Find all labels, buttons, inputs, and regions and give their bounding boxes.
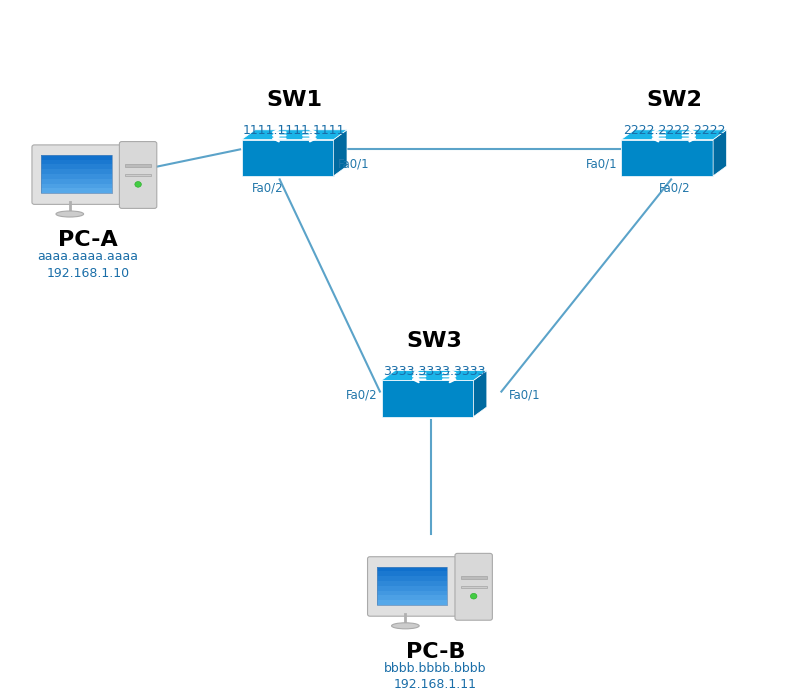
Text: aaaa.aaaa.aaaa: aaaa.aaaa.aaaa — [38, 250, 138, 263]
Text: 192.168.1.10: 192.168.1.10 — [46, 267, 129, 280]
Bar — [377, 567, 447, 605]
Circle shape — [471, 593, 477, 599]
Bar — [461, 576, 487, 579]
Bar — [42, 155, 112, 193]
Bar — [377, 586, 447, 591]
Bar — [42, 160, 112, 165]
FancyBboxPatch shape — [455, 554, 492, 621]
Ellipse shape — [392, 623, 419, 629]
Text: PC-B: PC-B — [406, 642, 465, 662]
Bar — [377, 577, 447, 581]
Text: SW3: SW3 — [406, 332, 462, 351]
FancyBboxPatch shape — [119, 142, 157, 209]
Bar — [125, 164, 151, 168]
Bar — [377, 572, 447, 577]
Bar — [377, 600, 447, 605]
Polygon shape — [382, 371, 487, 380]
Bar — [377, 591, 447, 595]
Text: SW1: SW1 — [266, 91, 322, 110]
Text: 3333.3333.3333: 3333.3333.3333 — [383, 365, 486, 378]
Polygon shape — [622, 140, 713, 176]
Polygon shape — [334, 130, 347, 176]
Text: 2222.2222.2222: 2222.2222.2222 — [622, 124, 725, 138]
Bar — [42, 179, 112, 184]
Polygon shape — [473, 371, 487, 417]
Text: 192.168.1.11: 192.168.1.11 — [394, 678, 477, 692]
Text: Fa0/1: Fa0/1 — [510, 389, 541, 401]
FancyBboxPatch shape — [32, 145, 121, 205]
FancyBboxPatch shape — [368, 557, 457, 616]
Bar — [42, 169, 112, 174]
Bar — [377, 567, 447, 572]
Bar — [377, 581, 447, 586]
Text: Fa0/1: Fa0/1 — [337, 158, 369, 171]
Polygon shape — [622, 130, 726, 140]
Bar — [125, 174, 151, 176]
Text: Fa0/2: Fa0/2 — [659, 181, 691, 195]
Ellipse shape — [56, 211, 84, 217]
Text: Fa0/1: Fa0/1 — [586, 158, 617, 171]
Text: Fa0/2: Fa0/2 — [346, 389, 378, 401]
Polygon shape — [241, 140, 334, 176]
Text: PC-A: PC-A — [58, 230, 117, 251]
Circle shape — [135, 181, 141, 187]
Polygon shape — [241, 130, 347, 140]
Bar — [42, 155, 112, 160]
Bar — [377, 595, 447, 600]
Text: Fa0/2: Fa0/2 — [252, 181, 284, 195]
Text: bbbb.bbbb.bbbb: bbbb.bbbb.bbbb — [384, 662, 487, 675]
Polygon shape — [382, 380, 473, 417]
Bar — [42, 188, 112, 193]
Text: 1111.1111.1111: 1111.1111.1111 — [243, 124, 346, 138]
Bar — [42, 165, 112, 169]
Bar — [42, 184, 112, 188]
Bar — [42, 174, 112, 179]
Polygon shape — [713, 130, 726, 176]
Text: SW2: SW2 — [646, 91, 702, 110]
Bar — [461, 586, 487, 588]
